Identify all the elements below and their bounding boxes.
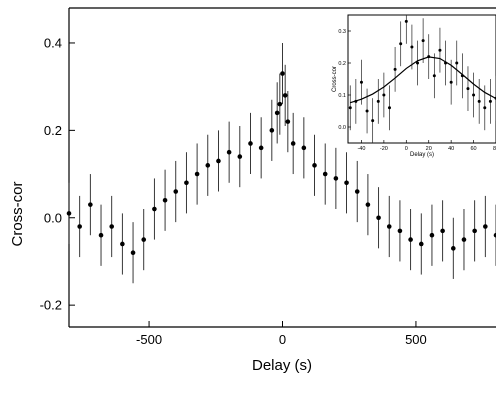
inset-data-point bbox=[438, 49, 441, 52]
inset-data-point bbox=[349, 106, 352, 109]
main-data-point bbox=[131, 250, 136, 255]
inset-data-point bbox=[377, 100, 380, 103]
main-data-point bbox=[152, 207, 157, 212]
inset-data-point bbox=[444, 62, 447, 65]
main-data-point bbox=[419, 242, 424, 247]
inset-y-axis-label: Cross-cor bbox=[332, 66, 338, 92]
main-x-tick-label: 0 bbox=[279, 332, 286, 347]
inset-data-point bbox=[416, 62, 419, 65]
inset-data-point bbox=[354, 100, 357, 103]
inset-data-point bbox=[405, 20, 408, 23]
main-data-point bbox=[184, 180, 189, 185]
main-data-point bbox=[398, 229, 403, 234]
inset-data-point bbox=[371, 119, 374, 122]
inset-data-point bbox=[450, 81, 453, 84]
main-data-point bbox=[248, 141, 253, 146]
inset-data-point bbox=[455, 62, 458, 65]
main-x-tick-label: 500 bbox=[405, 332, 427, 347]
inset-data-point bbox=[388, 106, 391, 109]
main-x-axis-label: Delay (s) bbox=[252, 357, 312, 374]
inset-data-point bbox=[461, 74, 464, 77]
main-data-point bbox=[120, 242, 125, 247]
main-y-tick-label: 0.0 bbox=[44, 210, 62, 225]
main-data-point bbox=[430, 233, 435, 238]
main-data-point bbox=[462, 237, 467, 242]
main-data-point bbox=[141, 237, 146, 242]
inset-y-tick-label: 0.0 bbox=[338, 125, 346, 131]
inset-data-point bbox=[427, 55, 430, 58]
inset-x-tick-label: -20 bbox=[380, 146, 388, 152]
inset-x-tick-label: -40 bbox=[357, 146, 365, 152]
main-data-point bbox=[344, 180, 349, 185]
inset-data-point bbox=[394, 68, 397, 71]
inset-data-point bbox=[366, 110, 369, 113]
inset-x-tick-label: 60 bbox=[471, 146, 477, 152]
main-data-point bbox=[99, 233, 104, 238]
inset-x-axis-label: Delay (s) bbox=[410, 152, 434, 158]
main-data-point bbox=[387, 224, 392, 229]
main-y-tick-label: 0.2 bbox=[44, 123, 62, 138]
inset-data-point bbox=[422, 39, 425, 42]
main-data-point bbox=[483, 224, 488, 229]
main-data-point bbox=[173, 189, 178, 194]
inset-data-point bbox=[399, 42, 402, 45]
main-data-point bbox=[275, 111, 280, 116]
main-data-point bbox=[278, 102, 283, 107]
inset-data-point bbox=[433, 74, 436, 77]
inset-data-point bbox=[382, 94, 385, 97]
inset-data-point bbox=[466, 87, 469, 90]
inset-y-tick-label: 0.3 bbox=[338, 29, 346, 35]
main-y-tick-label: -0.2 bbox=[40, 298, 62, 313]
main-data-point bbox=[366, 202, 371, 207]
main-y-axis-label: Cross-cor bbox=[9, 181, 26, 246]
main-data-point bbox=[302, 146, 307, 151]
inset-x-tick-label: 0 bbox=[405, 146, 408, 152]
main-data-point bbox=[440, 229, 445, 234]
main-data-point bbox=[451, 246, 456, 251]
inset-data-point bbox=[489, 100, 492, 103]
main-data-point bbox=[88, 202, 93, 207]
main-x-tick-label: -500 bbox=[136, 332, 162, 347]
main-data-point bbox=[259, 146, 264, 151]
main-data-point bbox=[286, 119, 291, 124]
main-data-point bbox=[67, 211, 72, 216]
inset-data-point bbox=[472, 94, 475, 97]
main-data-point bbox=[195, 172, 200, 177]
main-data-point bbox=[163, 198, 168, 203]
main-data-point bbox=[323, 172, 328, 177]
main-data-point bbox=[77, 224, 82, 229]
main-data-point bbox=[270, 128, 275, 133]
main-data-point bbox=[472, 229, 477, 234]
inset-y-tick-label: 0.2 bbox=[338, 61, 346, 67]
inset-data-point bbox=[410, 46, 413, 49]
inset-data-point bbox=[483, 106, 486, 109]
main-data-point bbox=[280, 71, 285, 76]
main-data-point bbox=[408, 237, 413, 242]
main-data-point bbox=[216, 159, 221, 164]
main-data-point bbox=[205, 163, 210, 168]
main-data-point bbox=[291, 141, 296, 146]
inset-x-tick-label: 40 bbox=[448, 146, 454, 152]
main-y-tick-label: 0.4 bbox=[44, 35, 62, 50]
inset-y-tick-label: 0.1 bbox=[338, 93, 346, 99]
inset-data-point bbox=[360, 81, 363, 84]
main-data-point bbox=[283, 93, 288, 98]
main-data-point bbox=[376, 215, 381, 220]
main-data-point bbox=[334, 176, 339, 181]
main-data-point bbox=[109, 224, 114, 229]
main-data-point bbox=[238, 154, 243, 159]
inset-data-point bbox=[478, 100, 481, 103]
main-data-point bbox=[355, 189, 360, 194]
main-data-point bbox=[227, 150, 232, 155]
main-data-point bbox=[312, 163, 317, 168]
